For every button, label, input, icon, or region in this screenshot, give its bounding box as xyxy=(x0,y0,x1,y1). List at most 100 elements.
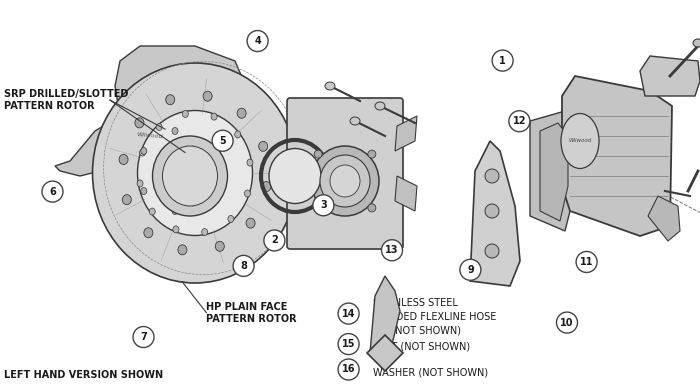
Ellipse shape xyxy=(311,146,379,216)
Text: 4: 4 xyxy=(254,36,261,46)
Ellipse shape xyxy=(375,102,385,110)
Text: 13: 13 xyxy=(385,245,399,255)
Ellipse shape xyxy=(149,208,155,215)
Text: 5: 5 xyxy=(219,136,226,146)
Polygon shape xyxy=(540,123,568,221)
Circle shape xyxy=(492,50,513,71)
Ellipse shape xyxy=(320,155,370,207)
Ellipse shape xyxy=(122,195,132,204)
Ellipse shape xyxy=(172,127,178,135)
Text: 15: 15 xyxy=(342,339,356,349)
FancyBboxPatch shape xyxy=(287,98,403,249)
Ellipse shape xyxy=(246,218,255,228)
Ellipse shape xyxy=(350,117,360,125)
Text: 1: 1 xyxy=(499,56,506,66)
Ellipse shape xyxy=(162,146,218,206)
Ellipse shape xyxy=(203,188,209,194)
Circle shape xyxy=(338,303,359,324)
Text: SRP DRILLED/SLOTTED: SRP DRILLED/SLOTTED xyxy=(4,89,128,99)
Circle shape xyxy=(485,244,499,258)
Text: LEFT HAND VERSION SHOWN: LEFT HAND VERSION SHOWN xyxy=(4,370,162,380)
Polygon shape xyxy=(55,46,250,176)
Circle shape xyxy=(212,130,233,151)
Ellipse shape xyxy=(139,149,146,156)
Ellipse shape xyxy=(143,136,207,206)
Ellipse shape xyxy=(182,110,188,117)
Text: 7: 7 xyxy=(140,332,147,342)
Ellipse shape xyxy=(693,39,700,47)
Ellipse shape xyxy=(155,149,195,194)
Polygon shape xyxy=(640,56,700,96)
Polygon shape xyxy=(470,141,520,286)
Circle shape xyxy=(338,359,359,380)
Ellipse shape xyxy=(247,159,253,166)
Ellipse shape xyxy=(325,82,335,90)
Text: Wilwood: Wilwood xyxy=(547,153,552,179)
Ellipse shape xyxy=(141,147,147,154)
Circle shape xyxy=(42,181,63,202)
Circle shape xyxy=(485,169,499,183)
Text: 3: 3 xyxy=(320,200,327,210)
Ellipse shape xyxy=(314,204,322,212)
Ellipse shape xyxy=(216,241,224,251)
Text: 8: 8 xyxy=(240,261,247,271)
Ellipse shape xyxy=(203,91,212,101)
Ellipse shape xyxy=(203,147,209,154)
Circle shape xyxy=(485,204,499,218)
Ellipse shape xyxy=(368,204,376,212)
Circle shape xyxy=(133,326,154,348)
Ellipse shape xyxy=(244,190,251,197)
Ellipse shape xyxy=(153,136,228,216)
Ellipse shape xyxy=(173,226,179,233)
Circle shape xyxy=(264,230,285,251)
Text: Wilwood: Wilwood xyxy=(568,138,592,143)
Circle shape xyxy=(509,111,530,132)
Ellipse shape xyxy=(172,208,178,215)
Ellipse shape xyxy=(561,113,599,169)
Ellipse shape xyxy=(368,150,376,158)
Circle shape xyxy=(233,255,254,276)
Ellipse shape xyxy=(178,245,187,255)
Text: 14: 14 xyxy=(342,308,356,319)
Ellipse shape xyxy=(211,113,217,120)
Polygon shape xyxy=(367,335,403,371)
Text: BOLT (NOT SHOWN): BOLT (NOT SHOWN) xyxy=(373,342,470,352)
Text: 9: 9 xyxy=(467,265,474,275)
Circle shape xyxy=(247,30,268,52)
Polygon shape xyxy=(395,116,417,151)
Circle shape xyxy=(382,240,402,261)
Ellipse shape xyxy=(202,229,208,236)
Text: HP PLAIN FACE: HP PLAIN FACE xyxy=(206,302,288,312)
Ellipse shape xyxy=(269,149,321,203)
Text: STAINLESS STEEL
BRAIDED FLEXLINE HOSE
KIT (NOT SHOWN): STAINLESS STEEL BRAIDED FLEXLINE HOSE KI… xyxy=(373,298,496,336)
Text: 10: 10 xyxy=(560,317,574,328)
Polygon shape xyxy=(395,176,417,211)
Ellipse shape xyxy=(119,154,128,165)
Ellipse shape xyxy=(262,181,271,192)
Text: 12: 12 xyxy=(512,116,526,126)
Ellipse shape xyxy=(314,150,322,158)
Ellipse shape xyxy=(144,228,153,238)
Ellipse shape xyxy=(137,111,253,235)
Ellipse shape xyxy=(228,215,234,222)
Ellipse shape xyxy=(135,118,144,128)
Circle shape xyxy=(460,259,481,280)
Text: WASHER (NOT SHOWN): WASHER (NOT SHOWN) xyxy=(373,367,488,377)
Circle shape xyxy=(338,334,359,355)
Ellipse shape xyxy=(234,131,241,138)
Ellipse shape xyxy=(166,95,175,105)
Text: 6: 6 xyxy=(49,187,56,197)
Polygon shape xyxy=(530,111,575,231)
Text: 16: 16 xyxy=(342,364,356,375)
Ellipse shape xyxy=(259,141,267,151)
Ellipse shape xyxy=(92,63,298,283)
Text: Wilwood: Wilwood xyxy=(136,133,163,140)
Circle shape xyxy=(313,195,334,216)
Circle shape xyxy=(556,312,577,333)
Ellipse shape xyxy=(237,108,246,118)
Text: 2: 2 xyxy=(271,235,278,246)
Polygon shape xyxy=(562,76,672,236)
Ellipse shape xyxy=(330,165,360,197)
Text: PATTERN ROTOR: PATTERN ROTOR xyxy=(4,101,94,111)
Polygon shape xyxy=(370,276,400,353)
